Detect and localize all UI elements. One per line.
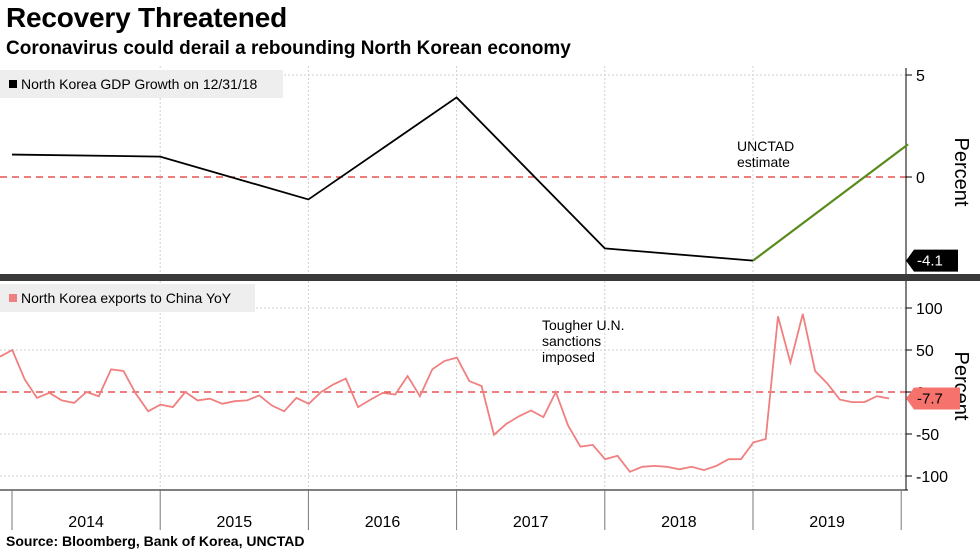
- legend-box: [0, 70, 283, 98]
- legend-swatch: [9, 80, 17, 88]
- y-tick-label: 5: [916, 68, 925, 85]
- x-tick-label: 2019: [809, 514, 845, 531]
- last-value-badge: [906, 387, 960, 410]
- x-tick-label: 2016: [365, 514, 401, 531]
- chart-subtitle: Coronavirus could derail a rebounding No…: [6, 38, 571, 59]
- annotation-label: imposed: [542, 349, 595, 365]
- annotation-label: Tougher U.N.: [542, 317, 624, 333]
- y-axis-title: Percent: [950, 138, 972, 207]
- legend-label: North Korea GDP Growth on 12/31/18: [21, 76, 258, 92]
- last-value-label: -4.1: [917, 253, 943, 270]
- y-tick-label: 100: [916, 301, 943, 318]
- gdp-estimate-line: [752, 143, 909, 262]
- gdp-line: [11, 96, 754, 262]
- exports-line: [0, 313, 890, 473]
- x-tick-label: 2017: [513, 514, 549, 531]
- last-value-label: -7.7: [917, 390, 943, 407]
- x-tick-label: 2018: [661, 514, 697, 531]
- panel-divider: [0, 274, 980, 281]
- y-tick-label: -50: [916, 427, 939, 444]
- source-note: Source: Bloomberg, Bank of Korea, UNCTAD: [6, 533, 305, 549]
- annotation-label: UNCTAD: [737, 138, 794, 154]
- legend-swatch: [9, 294, 17, 302]
- annotation-label: estimate: [737, 154, 790, 170]
- legend-box: [0, 284, 255, 312]
- y-tick-label: 0: [916, 170, 925, 187]
- chart-title: Recovery Threatened: [6, 2, 287, 33]
- y-axis-title: Percent: [950, 352, 972, 421]
- y-tick-label: 50: [916, 343, 934, 360]
- last-value-badge: [906, 249, 958, 272]
- x-tick-label: 2014: [68, 514, 104, 531]
- legend-label: North Korea exports to China YoY: [21, 290, 232, 306]
- annotation-label: sanctions: [542, 333, 601, 349]
- x-tick-label: 2015: [217, 514, 253, 531]
- y-tick-label: -100: [916, 469, 948, 486]
